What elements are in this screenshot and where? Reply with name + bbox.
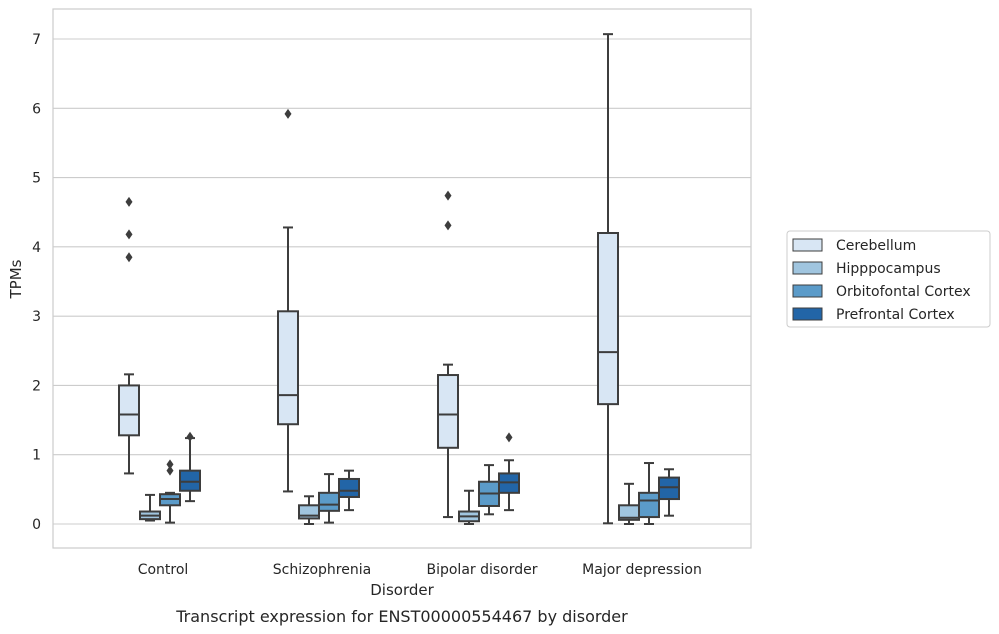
- box-cerebellum: [597, 33, 619, 525]
- box-cerebellum: [277, 108, 299, 493]
- legend: Cerebellum Hipppocampus Orbitofontal Corte…: [786, 230, 991, 328]
- outlier-point: [166, 459, 174, 470]
- box-prefrontal-cortex: [179, 431, 201, 503]
- box-iqr: [658, 476, 680, 501]
- y-tick-label: 2: [32, 378, 41, 394]
- outlier-point: [444, 190, 452, 201]
- box-hipppocampus: [458, 489, 480, 525]
- outlier-point: [186, 431, 194, 442]
- box-hipppocampus: [139, 493, 161, 522]
- y-tick-label: 4: [32, 240, 41, 256]
- y-tick-label: 0: [32, 517, 41, 533]
- outlier-point: [125, 252, 133, 263]
- outlier-point: [284, 108, 292, 119]
- y-tick-label: 6: [32, 101, 41, 117]
- box-iqr: [118, 384, 140, 437]
- y-tick-label: 7: [32, 32, 41, 48]
- box-hipppocampus: [298, 495, 320, 525]
- legend-swatch: [792, 261, 823, 275]
- box-cerebellum: [437, 190, 459, 519]
- legend-label: Cerebellum: [836, 238, 916, 254]
- y-tick-labels: 0 1 2 3 4 5 6 7: [32, 32, 41, 533]
- box-iqr: [179, 469, 201, 492]
- legend-label: Hipppocampus: [836, 261, 941, 277]
- outlier-point: [444, 220, 452, 231]
- y-tick-label: 1: [32, 448, 41, 464]
- box-prefrontal-cortex: [658, 468, 680, 517]
- box-iqr: [318, 491, 340, 512]
- box-prefrontal-cortex: [338, 469, 360, 512]
- legend-frame: [786, 230, 991, 328]
- plot-frame: [52, 8, 752, 549]
- outlier-point: [125, 196, 133, 207]
- y-tick-label: 3: [32, 309, 41, 325]
- legend-swatch: [792, 284, 823, 298]
- grid-lines: [53, 38, 751, 525]
- box-prefrontal-cortex: [498, 432, 520, 512]
- box-iqr: [338, 477, 360, 498]
- x-tick-label: Schizophrenia: [273, 562, 371, 578]
- box-orbitofontal-cortex: [478, 464, 500, 516]
- box-orbitofontal-cortex: [638, 462, 660, 525]
- legend-item: Hipppocampus: [792, 261, 941, 277]
- box-iqr: [277, 310, 299, 426]
- y-axis-title: TPMs: [7, 259, 25, 299]
- boxes-layer: [118, 33, 680, 525]
- x-tick-labels: Control Schizophrenia Bipolar disorder Majo…: [138, 562, 702, 578]
- box-orbitofontal-cortex: [318, 473, 340, 524]
- legend-swatch: [792, 307, 823, 321]
- box-iqr: [638, 491, 660, 519]
- legend-label: Orbitofontal Cortex: [836, 284, 971, 300]
- x-tick-label: Bipolar disorder: [426, 562, 537, 578]
- chart-caption: Transcript expression for ENST0000055446…: [175, 607, 628, 626]
- legend-item: Orbitofontal Cortex: [792, 284, 971, 300]
- x-axis-title: Disorder: [370, 581, 434, 599]
- y-tick-label: 5: [32, 171, 41, 187]
- legend-label: Prefrontal Cortex: [836, 307, 955, 323]
- legend-item: Cerebellum: [792, 238, 916, 254]
- box-hipppocampus: [618, 482, 640, 525]
- legend-item: Prefrontal Cortex: [792, 307, 955, 323]
- legend-swatch: [792, 238, 823, 252]
- box-iqr: [437, 374, 459, 449]
- box-cerebellum: [118, 196, 140, 475]
- box-iqr: [597, 232, 619, 406]
- outlier-point: [166, 465, 174, 476]
- outlier-point: [125, 229, 133, 240]
- box-orbitofontal-cortex: [159, 459, 181, 524]
- x-tick-label: Major depression: [582, 562, 702, 578]
- x-tick-label: Control: [138, 562, 189, 578]
- outlier-point: [505, 432, 513, 443]
